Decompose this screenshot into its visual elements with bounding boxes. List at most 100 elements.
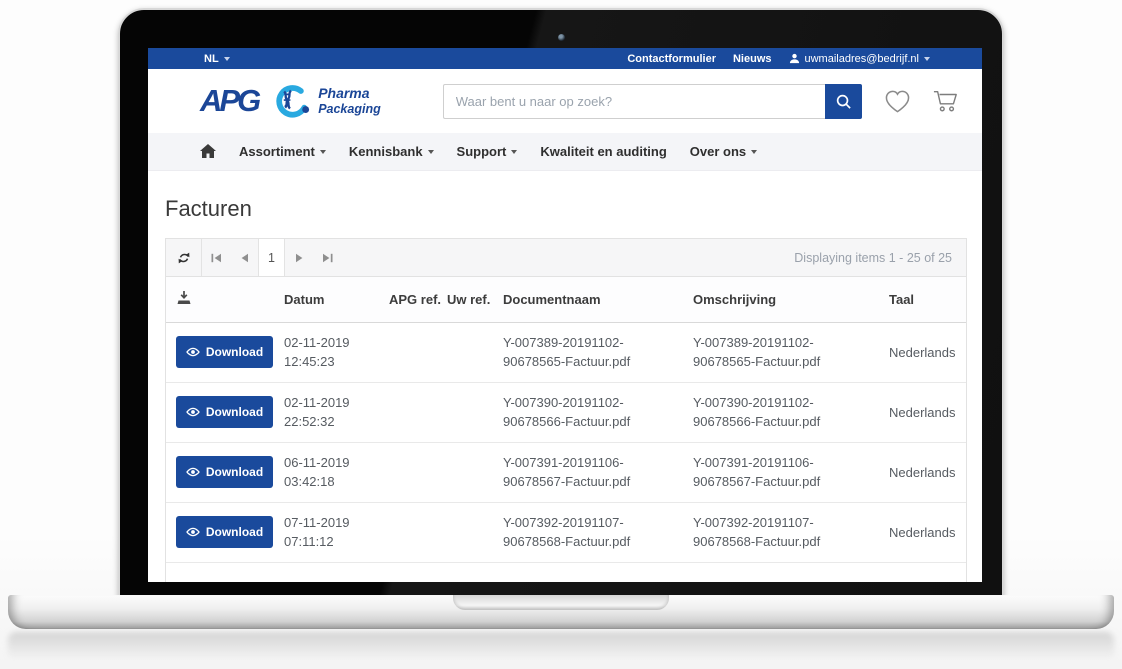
invoice-date: 06-11-2019 — [284, 454, 350, 470]
nav-item-support[interactable]: Support — [457, 144, 518, 159]
cell-omschrijving: Y-007390-20191102-90678566-Factuur.pdf — [693, 382, 889, 443]
language-selector[interactable]: NL — [204, 53, 230, 65]
logo-tagline: Pharma Packaging — [318, 86, 381, 116]
chevron-down-icon — [924, 57, 930, 61]
cell-apg-ref — [389, 322, 447, 383]
chevron-down-icon — [223, 57, 230, 61]
cell-datum: 02-11-2019 22:52:32 — [284, 382, 389, 443]
chevron-down-icon — [511, 150, 518, 154]
table-header-row: Datum APG ref. Uw ref. Documentnaam Omsc… — [166, 277, 966, 323]
document-description: Y-007389-20191102-90678565-Factuur.pdf — [693, 334, 821, 370]
cell-apg-ref — [389, 502, 447, 563]
chevron-down-icon — [751, 150, 758, 154]
chevron-down-icon — [427, 150, 434, 154]
cell-uw-ref — [447, 502, 503, 563]
download-button[interactable]: Download — [176, 396, 273, 428]
download-icon — [177, 291, 191, 305]
search-input[interactable] — [442, 83, 825, 119]
document-name: Y-007389-20191102-90678565-Factuur.pdf — [503, 334, 631, 370]
cell-apg-ref — [389, 442, 447, 503]
heart-icon — [885, 90, 910, 112]
logo-tagline-line2: Packaging — [318, 101, 381, 116]
site-header: APG Pharma Packaging — [148, 69, 982, 133]
previous-page-button[interactable] — [230, 239, 258, 276]
download-button-label: Download — [205, 405, 264, 419]
page-number-button[interactable]: 1 — [258, 239, 285, 276]
laptop-camera — [558, 34, 565, 41]
download-button-label: Download — [205, 525, 264, 539]
cell-documentnaam: Y-007391-20191106-90678567-Factuur.pdf — [503, 442, 693, 503]
search-button[interactable] — [824, 83, 862, 119]
table-row: Download 02-11-2019 22:52:32 Y-007390-20… — [166, 382, 966, 443]
laptop-lid-notch — [453, 595, 669, 610]
main-navigation: Assortiment Kennisbank Support Kwaliteit… — [148, 133, 982, 171]
search-icon — [836, 94, 851, 109]
invoice-time: 22:52:32 — [284, 414, 335, 429]
document-description: Y-007390-20191102-90678566-Factuur.pdf — [693, 394, 821, 430]
nav-item-kwaliteit-en-auditing[interactable]: Kwaliteit en auditing — [540, 144, 666, 159]
last-page-icon — [322, 253, 332, 262]
utility-topbar: NL Contactformulier Nieuws uwmailadres@b… — [148, 48, 982, 69]
nav-item-label: Assortiment — [239, 144, 315, 159]
eye-icon — [186, 527, 200, 537]
nav-item-label: Kennisbank — [348, 144, 423, 159]
download-button[interactable]: Download — [176, 336, 273, 368]
user-email: uwmailadres@bedrijf.nl — [804, 52, 920, 65]
nav-item-kennisbank[interactable]: Kennisbank — [349, 144, 434, 159]
page-content: Facturen — [148, 196, 982, 582]
previous-page-icon — [241, 253, 248, 262]
first-page-button[interactable] — [202, 239, 230, 276]
table-row: Download 02-11-2019 12:45:23 Y-007389-20… — [166, 322, 966, 383]
cell-download: Download — [166, 382, 284, 443]
invoice-time: 07:11:12 — [284, 534, 334, 549]
next-page-icon — [295, 253, 302, 262]
document-name: Y-007390-20191102-90678566-Factuur.pdf — [503, 394, 631, 430]
news-link[interactable]: Nieuws — [732, 52, 772, 65]
invoice-time: 03:42:18 — [284, 474, 335, 489]
user-icon — [789, 53, 799, 64]
wishlist-button[interactable] — [884, 89, 911, 114]
cell-datum: 02-11-2019 12:45:23 — [284, 322, 389, 383]
column-omschrijving: Omschrijving — [693, 277, 889, 323]
cell-download: Download — [166, 442, 284, 503]
invoice-date: 02-11-2019 — [284, 394, 350, 410]
cell-uw-ref — [447, 382, 503, 443]
download-button[interactable]: Download — [176, 456, 273, 488]
laptop-reflection — [8, 632, 1114, 660]
next-page-button[interactable] — [285, 239, 313, 276]
cell-uw-ref — [447, 442, 503, 503]
document-name: Y-007392-20191107-90678568-Factuur.pdf — [503, 514, 631, 550]
cell-download: Download — [166, 502, 284, 563]
dna-swirl-icon — [276, 85, 310, 118]
browser-viewport: NL Contactformulier Nieuws uwmailadres@b… — [148, 48, 982, 582]
download-button[interactable]: Download — [176, 516, 273, 548]
table-row: Download 07-11-2019 07:11:12 Y-007392-20… — [166, 502, 966, 563]
refresh-button[interactable] — [166, 239, 202, 276]
first-page-icon — [211, 253, 221, 262]
cart-button[interactable] — [932, 88, 960, 114]
laptop-base — [8, 595, 1114, 629]
invoice-date: 07-11-2019 — [284, 514, 350, 530]
contact-form-link[interactable]: Contactformulier — [627, 52, 716, 65]
pagination-status: Displaying items 1 - 25 of 25 — [794, 250, 952, 265]
nav-item-label: Support — [456, 144, 507, 159]
cell-taal: Nederlands — [889, 322, 966, 383]
invoices-table: Datum APG ref. Uw ref. Documentnaam Omsc… — [166, 277, 966, 582]
cell-taal: Nederlands — [889, 502, 966, 563]
invoice-date: 02-11-2019 — [284, 334, 350, 350]
last-page-button[interactable] — [313, 239, 341, 276]
cell-uw-ref — [447, 322, 503, 383]
document-description: Y-007392-20191107-90678568-Factuur.pdf — [693, 514, 821, 550]
nav-home[interactable] — [200, 144, 216, 159]
eye-icon — [186, 467, 200, 477]
cart-icon — [933, 91, 957, 112]
search-bar — [442, 83, 862, 119]
cell-documentnaam: Y-007389-20191102-90678565-Factuur.pdf — [503, 322, 693, 383]
company-logo[interactable]: APG Pharma Packaging — [200, 81, 381, 121]
user-account-menu[interactable]: uwmailadres@bedrijf.nl — [789, 52, 930, 65]
pagination-toolbar: 1 Displaying items 1 - 25 of 25 — [166, 239, 966, 277]
nav-item-assortiment[interactable]: Assortiment — [239, 144, 326, 159]
refresh-icon — [178, 252, 189, 263]
nav-item-over-ons[interactable]: Over ons — [690, 144, 758, 159]
